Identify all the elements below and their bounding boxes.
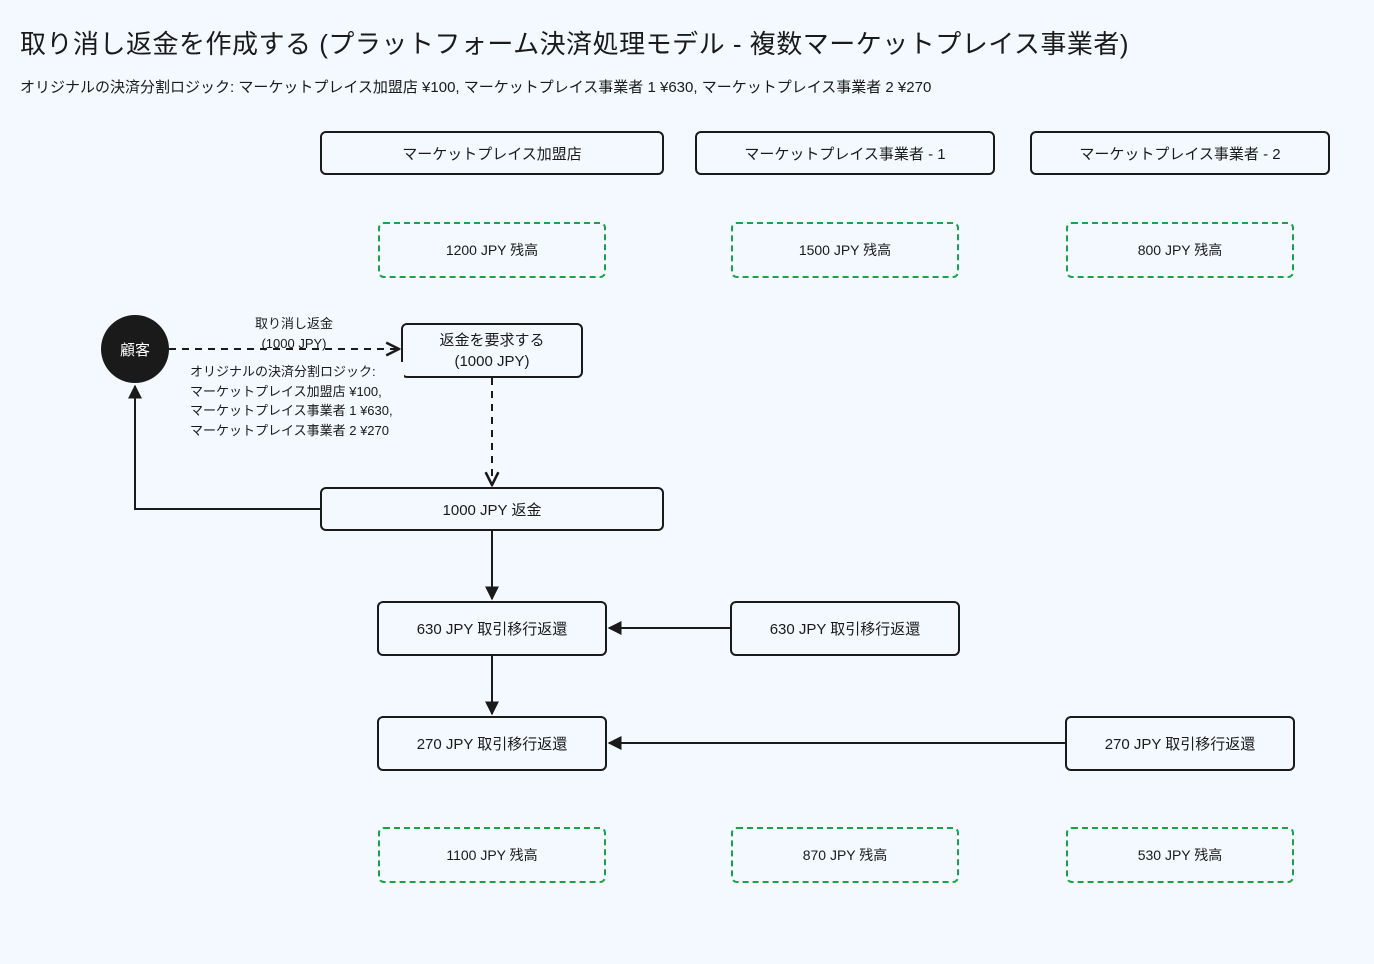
node-text: 630 JPY 取引移行返還 [770, 618, 921, 639]
balance-top-operator1: 1500 JPY 残高 [731, 222, 959, 278]
edge-label-split-logic: オリジナルの決済分割ロジック: マーケットプレイス加盟店 ¥100, マーケット… [186, 362, 404, 440]
node-text: 1000 JPY 返金 [443, 499, 542, 520]
balance-bottom-merchant: 1100 JPY 残高 [378, 827, 606, 883]
diagram-subtitle: オリジナルの決済分割ロジック: マーケットプレイス加盟店 ¥100, マーケット… [20, 76, 931, 97]
node-transfer-630-operator1: 630 JPY 取引移行返還 [730, 601, 960, 656]
balance-top-operator2: 800 JPY 残高 [1066, 222, 1294, 278]
node-refund: 1000 JPY 返金 [320, 487, 664, 531]
node-transfer-270-merchant: 270 JPY 取引移行返還 [377, 716, 607, 771]
node-text: 630 JPY 取引移行返還 [417, 618, 568, 639]
node-text: 270 JPY 取引移行返還 [417, 733, 568, 754]
column-header-label: マーケットプレイス事業者 - 1 [744, 143, 945, 164]
balance-label: 800 JPY 残高 [1138, 240, 1223, 260]
column-header-operator1: マーケットプレイス事業者 - 1 [695, 131, 995, 175]
balance-label: 870 JPY 残高 [803, 845, 888, 865]
balance-label: 1500 JPY 残高 [799, 240, 891, 260]
diagram-canvas: 取り消し返金を作成する (プラットフォーム決済処理モデル - 複数マーケットプレ… [0, 0, 1374, 964]
node-request-refund: 返金を要求する (1000 JPY) [401, 323, 583, 378]
column-header-merchant: マーケットプレイス加盟店 [320, 131, 664, 175]
edge-label-cancel-refund: 取り消し返金 (1000 JPY) [200, 314, 388, 353]
node-transfer-630-merchant: 630 JPY 取引移行返還 [377, 601, 607, 656]
balance-label: 530 JPY 残高 [1138, 845, 1223, 865]
balance-label: 1200 JPY 残高 [446, 240, 538, 260]
node-text: 270 JPY 取引移行返還 [1105, 733, 1256, 754]
node-transfer-270-operator2: 270 JPY 取引移行返還 [1065, 716, 1295, 771]
node-text: 返金を要求する (1000 JPY) [439, 330, 544, 372]
customer-label: 顧客 [120, 339, 150, 360]
customer-node: 顧客 [101, 315, 169, 383]
column-header-operator2: マーケットプレイス事業者 - 2 [1030, 131, 1330, 175]
diagram-title: 取り消し返金を作成する (プラットフォーム決済処理モデル - 複数マーケットプレ… [20, 24, 1129, 61]
balance-bottom-operator1: 870 JPY 残高 [731, 827, 959, 883]
balance-bottom-operator2: 530 JPY 残高 [1066, 827, 1294, 883]
column-header-label: マーケットプレイス加盟店 [402, 143, 582, 164]
balance-label: 1100 JPY 残高 [446, 845, 537, 865]
balance-top-merchant: 1200 JPY 残高 [378, 222, 606, 278]
column-header-label: マーケットプレイス事業者 - 2 [1079, 143, 1280, 164]
